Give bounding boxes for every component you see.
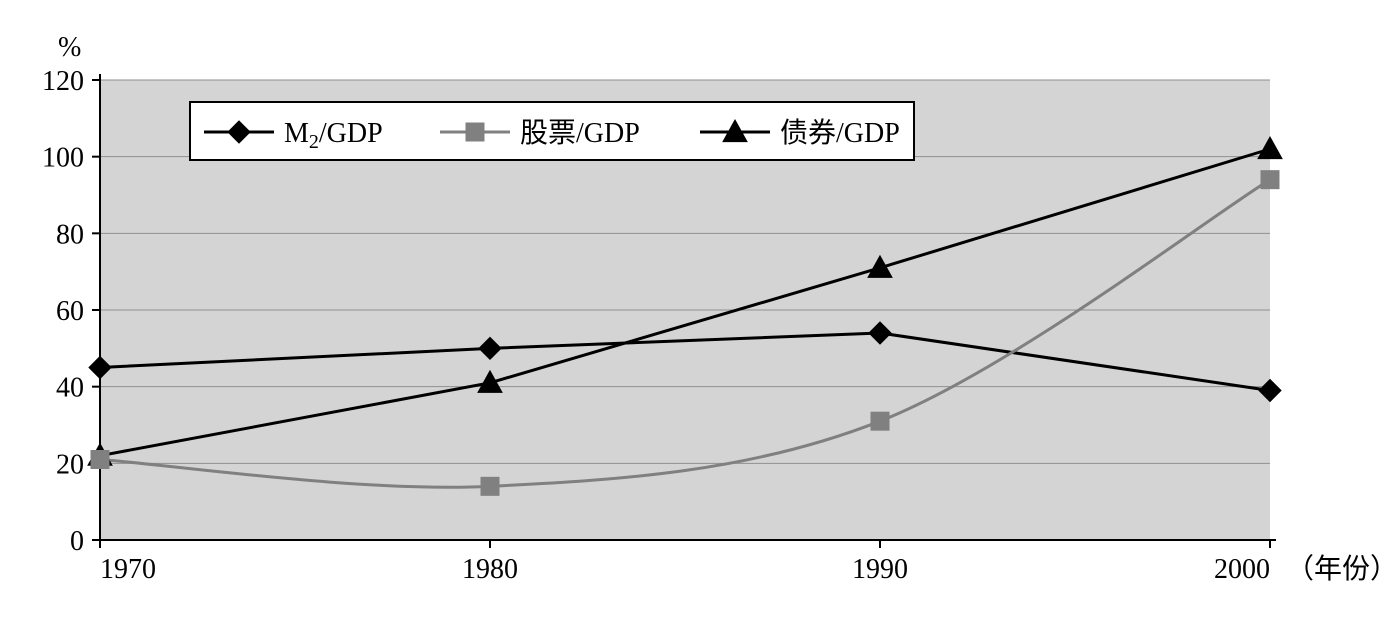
line-chart: 0 20 40 60 80 100 120% 1970 1980 1990 2000 （年份） M2/G… <box>20 20 1383 605</box>
y-tick-label: 20 <box>56 449 84 480</box>
legend-label: 债券/GDP <box>780 117 900 149</box>
legend-label: M2/GDP <box>284 118 383 153</box>
marker-square <box>91 451 109 469</box>
y-tick-label: 40 <box>56 373 84 404</box>
x-tick-label: 1970 <box>100 554 156 585</box>
y-tick-label: 120 <box>42 66 84 97</box>
marker-square <box>871 412 889 430</box>
x-tick-label: 1980 <box>462 554 518 585</box>
y-tick-label: 0 <box>70 526 84 557</box>
legend: M2/GDP 股票/GDP 债券/GDP <box>190 102 914 160</box>
y-tick-label: 60 <box>56 296 84 327</box>
y-unit-label: % <box>58 32 81 63</box>
marker-square <box>466 123 484 141</box>
legend-label: 股票/GDP <box>520 118 640 149</box>
x-axis-label: （年份） <box>1286 553 1383 585</box>
x-tick-label: 1990 <box>852 554 908 585</box>
marker-square <box>1261 171 1279 189</box>
y-tick-label: 80 <box>56 219 84 250</box>
y-tick-label: 100 <box>42 143 84 174</box>
marker-square <box>481 477 499 495</box>
chart-svg: 0 20 40 60 80 100 120% 1970 1980 1990 2000 （年份） M2/G… <box>20 20 1383 605</box>
x-tick-label: 2000 <box>1214 554 1270 585</box>
